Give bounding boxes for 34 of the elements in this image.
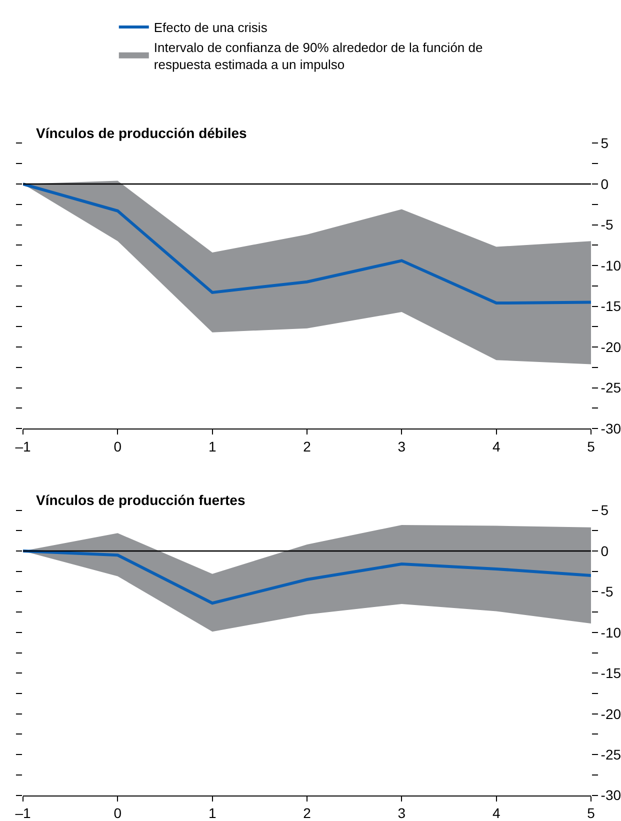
- text: Intervalo de confianza de 90% alrededor de la función de respuesta estimada a un impulso: [154, 40, 483, 72]
- x-tick-label: –1: [15, 438, 31, 454]
- chart-title: Vínculos de producción débiles: [36, 125, 248, 141]
- y-tick-label: -30: [600, 787, 621, 804]
- x-tick-label: 0: [114, 805, 122, 821]
- y-tick-label: -25: [600, 746, 621, 762]
- y-tick-label: -30: [600, 420, 621, 437]
- y-tick-label: -5: [600, 584, 614, 600]
- x-tick-label: 3: [398, 438, 406, 454]
- x-tick-label: 4: [492, 805, 500, 821]
- x-tick-label: 2: [303, 805, 312, 821]
- x-tick-label: 5: [587, 438, 596, 454]
- y-tick-label: 5: [600, 502, 609, 518]
- chart-title: Vínculos de producción fuertes: [36, 492, 246, 508]
- y-tick-label: -10: [600, 257, 621, 274]
- y-tick-label: -20: [600, 338, 621, 355]
- y-tick-label: -10: [600, 624, 621, 640]
- x-tick-label: 3: [398, 805, 406, 821]
- y-tick-label: -5: [600, 216, 614, 233]
- y-tick-label: 0: [600, 176, 609, 192]
- x-tick-label: 2: [303, 438, 312, 454]
- y-tick-label: 5: [600, 135, 609, 152]
- y-tick-label: -15: [600, 665, 621, 682]
- x-tick-label: 1: [208, 805, 216, 821]
- x-tick-label: 4: [492, 438, 500, 454]
- x-tick-label: –1: [15, 805, 31, 821]
- x-tick-label: 1: [208, 438, 216, 454]
- y-tick-label: -15: [600, 298, 621, 314]
- x-tick-label: 5: [587, 805, 596, 821]
- y-tick-label: -20: [600, 706, 621, 722]
- x-tick-label: 0: [114, 438, 122, 454]
- y-tick-label: -25: [600, 380, 621, 396]
- legend-label: Efecto de una crisis: [154, 20, 268, 36]
- y-tick-label: 0: [600, 542, 609, 559]
